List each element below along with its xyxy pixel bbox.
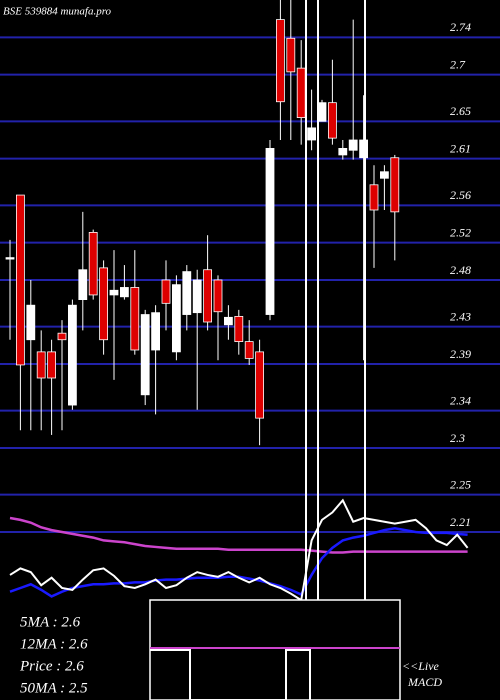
- ma-line: [9, 526, 468, 598]
- candle-body: [359, 139, 369, 159]
- y-tick-label: 2.48: [450, 263, 471, 277]
- candle-body: [265, 147, 275, 315]
- candle-body: [99, 267, 108, 341]
- candle-body: [182, 271, 192, 315]
- annotation: 50MA : 2.5: [20, 680, 88, 696]
- y-tick-label: 2.3: [450, 431, 465, 445]
- candle-body: [171, 284, 181, 353]
- macd-line: [150, 649, 311, 700]
- candle-body: [78, 269, 88, 301]
- y-tick-label: 2.25: [450, 477, 471, 491]
- candle-body: [307, 127, 317, 141]
- macd-label: MACD: [407, 675, 442, 689]
- y-tick-label: 2.52: [450, 225, 471, 239]
- y-tick-label: 2.34: [450, 393, 471, 407]
- candle-body: [151, 312, 161, 351]
- ma-line: [9, 516, 468, 554]
- candle-body: [213, 279, 223, 313]
- candle-body: [255, 351, 265, 419]
- candle-body: [57, 332, 67, 341]
- grid: 2.74 2.7 2.65 2.61 2.56 2.52 2.48 2.43 2.39 2.34 2…: [0, 20, 500, 533]
- candle-body: [15, 194, 25, 366]
- annotation: 5MA : 2.6: [20, 614, 81, 630]
- candle-body: [5, 257, 15, 260]
- candle-body: [109, 289, 119, 296]
- candle-body: [327, 102, 337, 139]
- candle-body: [161, 279, 171, 304]
- candle-body: [348, 139, 358, 151]
- candle-body: [203, 269, 213, 323]
- candle-body: [88, 231, 98, 296]
- y-tick-label: 2.7: [450, 57, 466, 71]
- candle-body: [317, 102, 327, 122]
- y-tick-label: 2.56: [450, 188, 471, 202]
- candle-body: [338, 147, 348, 156]
- y-tick-label: 2.61: [450, 141, 471, 155]
- candle-body: [26, 304, 36, 341]
- y-tick-label: 2.39: [450, 347, 471, 361]
- candle-body: [379, 171, 389, 179]
- candle-body: [68, 304, 77, 406]
- macd-box: [149, 599, 401, 700]
- annotation: 12MA : 2.6: [20, 636, 88, 652]
- ma-lines: [9, 498, 469, 602]
- y-tick-label: 2.65: [450, 104, 471, 118]
- candle-body: [275, 19, 285, 103]
- y-tick-label: 2.21: [450, 515, 471, 529]
- candle-body: [140, 314, 150, 396]
- y-tick-label: 2.74: [450, 20, 471, 34]
- candle-body: [296, 67, 306, 118]
- chart-title: BSE 539884 munafa.pro: [3, 6, 112, 18]
- annotation: Price : 2.6: [19, 658, 84, 674]
- candle-body: [192, 279, 202, 314]
- candle-body: [223, 316, 233, 326]
- candle-body: [47, 351, 56, 379]
- candle-body: [244, 341, 254, 359]
- candle-body: [130, 287, 140, 351]
- candle-body: [234, 315, 244, 342]
- candle-body: [390, 157, 400, 213]
- y-tick-label: 2.43: [450, 309, 471, 323]
- candle-body: [286, 37, 296, 73]
- ma-line: [9, 498, 469, 602]
- candles: [5, 0, 400, 446]
- macd-label: <<Live: [402, 659, 440, 673]
- candle-body: [369, 184, 379, 211]
- candle-body: [120, 287, 129, 298]
- candle-body: [36, 351, 46, 379]
